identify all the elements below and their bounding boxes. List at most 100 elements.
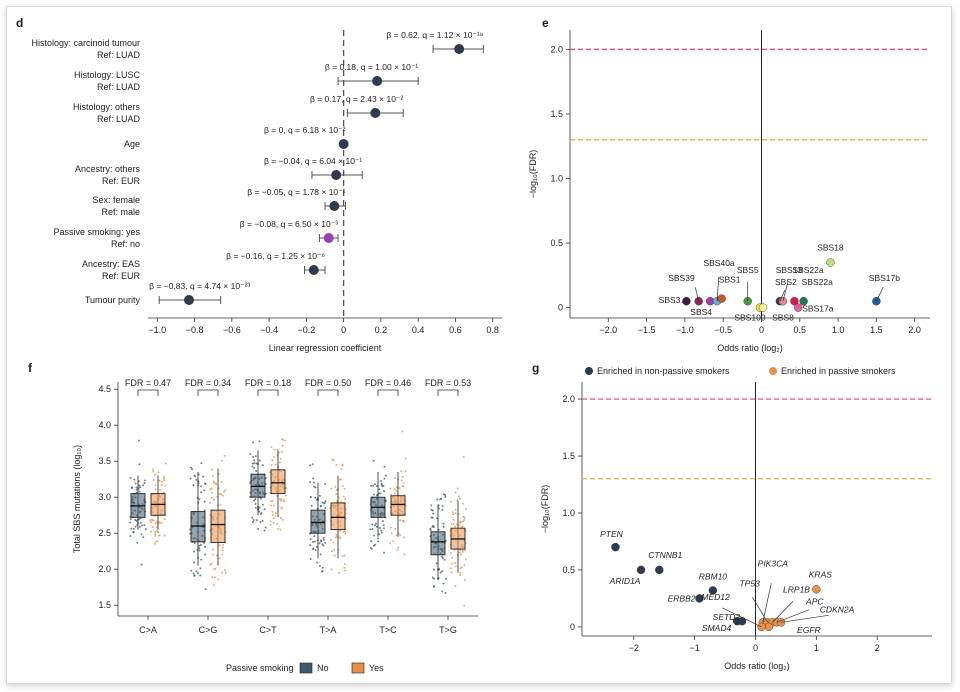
f-jitter-point	[450, 571, 453, 574]
f-jitter-point	[261, 503, 264, 506]
f-jitter-point	[344, 517, 347, 520]
f-jitter-point	[251, 465, 254, 468]
f-jitter-point	[399, 519, 402, 522]
g-y-tick-label: 1.0	[562, 508, 575, 518]
f-jitter-point	[155, 526, 158, 529]
g-point	[695, 594, 704, 603]
f-jitter-point	[369, 547, 372, 550]
f-jitter-point	[389, 526, 392, 529]
f-jitter-point	[198, 498, 201, 501]
f-jitter-point	[129, 476, 132, 479]
f-jitter-point	[321, 566, 324, 569]
f-jitter-point	[271, 514, 274, 517]
f-jitter-point	[135, 491, 138, 494]
f-jitter-point	[142, 536, 145, 539]
f-jitter-point	[151, 468, 154, 471]
f-jitter-point	[134, 482, 137, 485]
f-jitter-point	[276, 522, 279, 525]
f-jitter-point	[459, 571, 462, 574]
f-jitter-point	[309, 496, 312, 499]
g-y-axis-label: −log₁₀(FDR)	[540, 485, 550, 534]
f-jitter-point	[129, 535, 132, 538]
d-point	[329, 201, 340, 211]
e-x-tick-label: −1.5	[638, 325, 656, 335]
f-jitter-point	[153, 542, 156, 545]
f-jitter-point	[198, 549, 201, 552]
f-jitter-point	[157, 471, 160, 474]
f-jitter-point	[312, 477, 315, 480]
f-jitter-point	[330, 487, 333, 490]
f-jitter-point	[138, 490, 141, 493]
d-x-tick-label: −0.6	[223, 325, 241, 335]
f-jitter-point	[403, 553, 406, 556]
f-jitter-point	[331, 458, 334, 461]
g-point-label: SMAD4	[702, 623, 732, 633]
f-jitter-point	[400, 470, 403, 473]
d-point	[454, 44, 465, 54]
f-jitter-point	[371, 528, 374, 531]
f-jitter-point	[457, 495, 460, 498]
f-jitter-point	[319, 553, 322, 556]
f-jitter-point	[432, 526, 435, 529]
f-jitter-point	[380, 531, 383, 534]
d-row-ref: Ref: LUAD	[97, 82, 141, 92]
f-jitter-point	[442, 582, 445, 585]
f-jitter-point	[433, 568, 436, 571]
f-jitter-point	[444, 591, 447, 594]
f-jitter-point	[253, 462, 256, 465]
f-jitter-point	[220, 480, 223, 483]
f-jitter-point	[309, 481, 312, 484]
g-point-label: CTNNB1	[648, 550, 682, 560]
f-jitter-point	[313, 540, 316, 543]
f-jitter-point	[459, 567, 462, 570]
f-jitter-point	[254, 498, 257, 501]
d-point	[183, 295, 194, 305]
f-jitter-point	[382, 527, 385, 530]
f-jitter-point	[190, 569, 193, 572]
f-jitter-point	[459, 574, 462, 577]
f-legend-swatch	[351, 662, 365, 674]
g-x-tick-label: −2	[629, 643, 639, 653]
d-row-label: Tumour purity	[85, 295, 141, 305]
f-jitter-point	[341, 554, 344, 557]
g-point-label: SETD2	[713, 612, 741, 622]
f-x-tick-label: C>A	[139, 625, 157, 635]
d-row-label: Age	[124, 139, 140, 149]
f-jitter-point	[404, 457, 407, 460]
f-fdr-label: FDR = 0.46	[365, 378, 411, 388]
f-jitter-point	[429, 529, 432, 532]
f-jitter-point	[322, 536, 325, 539]
f-fdr-bracket	[377, 389, 399, 396]
f-fdr-label: FDR = 0.34	[185, 378, 231, 388]
f-jitter-point	[193, 550, 196, 553]
f-jitter-point	[449, 500, 452, 503]
f-jitter-point	[261, 464, 264, 467]
d-annotation: β = 0.17, q = 2.43 × 10⁻²	[310, 94, 403, 104]
e-x-axis-label: Odds ratio (log₂)	[717, 343, 783, 353]
f-jitter-point	[204, 545, 207, 548]
f-jitter-point	[203, 500, 206, 503]
e-point-label: SBS5	[737, 265, 759, 275]
panel-f: 1.5 2.0 2.5 3.0 3.5 4.0 4.5 Total SBS mutations…	[72, 378, 478, 635]
d-annotation: β = −0.05, q = 1.78 × 10⁻¹	[247, 187, 345, 197]
f-box	[390, 495, 406, 516]
f-jitter-point	[329, 538, 332, 541]
f-jitter-point	[156, 531, 159, 534]
f-jitter-point	[253, 466, 256, 469]
f-jitter-point	[343, 566, 346, 569]
f-jitter-point	[380, 529, 383, 532]
f-jitter-point	[377, 492, 380, 495]
f-jitter-point	[461, 525, 464, 528]
f-jitter-point	[443, 558, 446, 561]
f-jitter-point	[150, 521, 153, 524]
e-x-tick-label: 1.5	[870, 325, 883, 335]
f-jitter-point	[343, 487, 346, 490]
f-jitter-point	[140, 563, 143, 566]
d-point	[370, 108, 381, 118]
e-point	[758, 303, 768, 312]
f-jitter-point	[204, 553, 207, 556]
f-jitter-point	[384, 474, 387, 477]
f-jitter-point	[283, 500, 286, 503]
f-legend-label: Yes	[369, 663, 384, 673]
e-point-label: SBS18	[817, 242, 844, 252]
